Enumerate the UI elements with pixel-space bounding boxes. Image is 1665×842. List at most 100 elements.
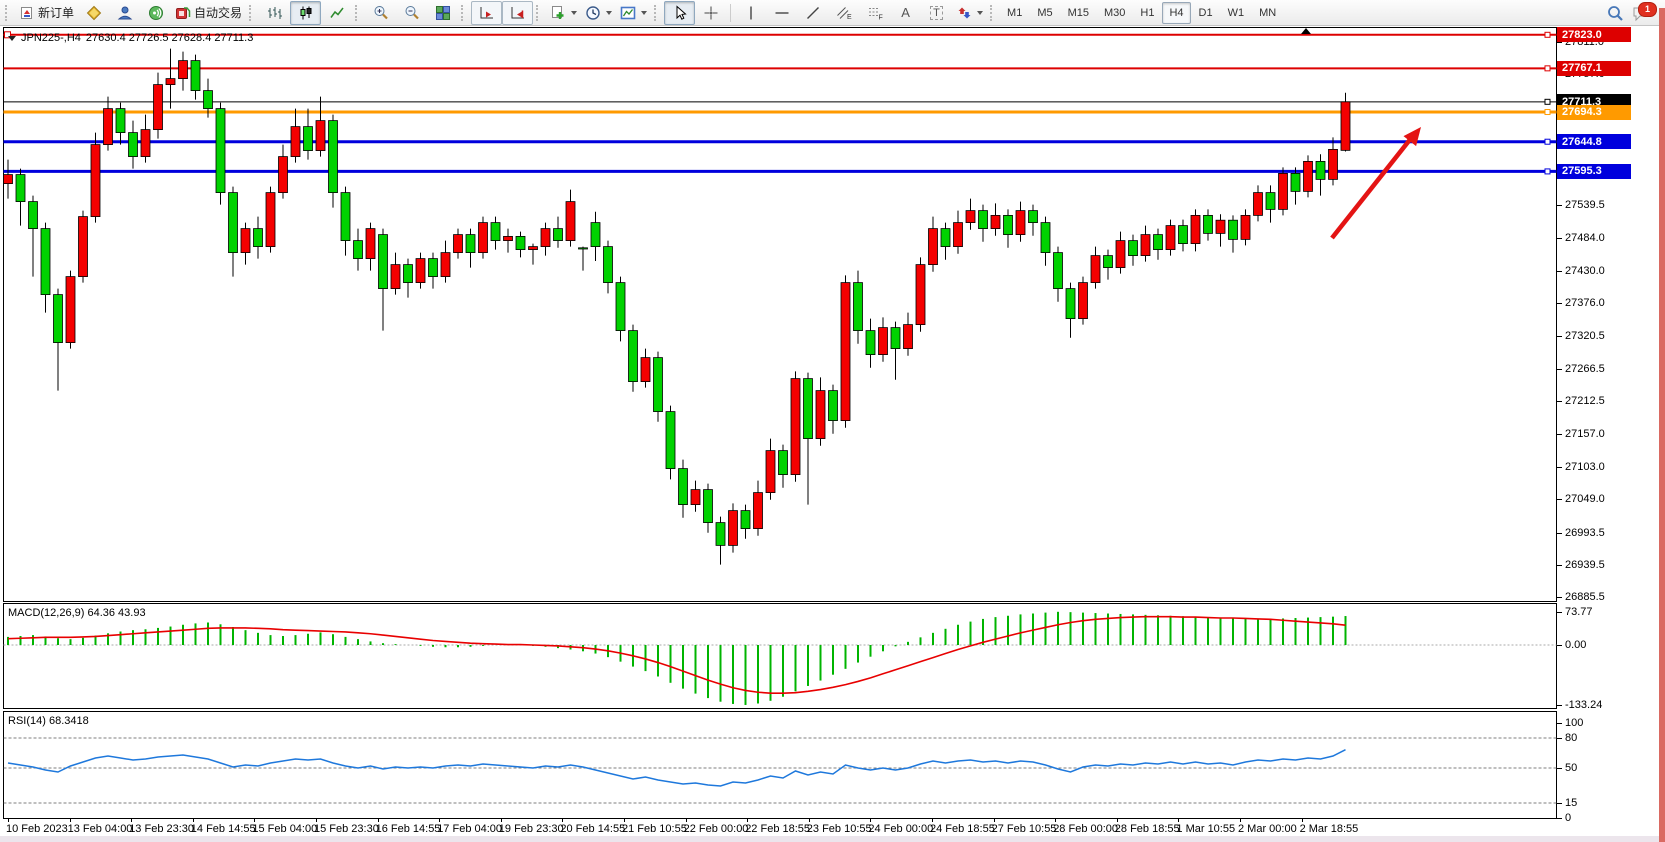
time-tick-label: 15 Feb 04:00 (252, 823, 318, 835)
window-right-edge (1659, 8, 1665, 842)
time-tick-label: 19 Feb 23:30 (498, 823, 564, 835)
tile-windows-button[interactable] (427, 1, 458, 25)
vertical-line-tool-button[interactable] (735, 1, 766, 25)
timeframe-button-M5[interactable]: M5 (1037, 6, 1053, 19)
price-tick-label: 27430.0 (1565, 264, 1605, 277)
candle-body (453, 234, 463, 254)
new-order-button[interactable]: 新订单 (15, 1, 78, 25)
candle-body (303, 126, 313, 151)
channel-tool-button[interactable]: E (828, 1, 859, 25)
profile-button[interactable] (109, 1, 140, 25)
new-chart-button[interactable] (546, 1, 581, 25)
auto-scroll-button[interactable] (471, 0, 503, 25)
time-tick (69, 819, 71, 822)
timeframe-button-M15[interactable]: M15 (1067, 6, 1089, 19)
candle-body (53, 294, 63, 344)
rsi-tick-label: 80 (1565, 732, 1578, 744)
chart-ohlc-values: 27630.4 27726.5 27628.4 27711.3 (85, 32, 254, 44)
hline-handle (1544, 31, 1551, 38)
candle-body (1215, 219, 1226, 234)
dropdown-arrow-icon (606, 10, 613, 15)
signal-button[interactable] (140, 1, 171, 25)
candle-body (1178, 225, 1188, 245)
arrows-tool-button[interactable] (952, 1, 987, 25)
time-tick-label: 24 Feb 00:00 (868, 823, 934, 835)
time-tick (1240, 819, 1241, 822)
crosshair-tool-button[interactable] (695, 1, 726, 25)
chart-line-button[interactable] (321, 1, 352, 25)
trendline-tool-button[interactable] (797, 1, 828, 25)
axis-tick (1557, 597, 1562, 599)
periods-button[interactable] (581, 1, 616, 25)
time-tick-label: 28 Feb 18:55 (1114, 823, 1180, 835)
time-tick (1178, 819, 1180, 822)
candle-body (528, 246, 538, 251)
auto-trading-label: 自动交易 (194, 6, 243, 20)
timeframe-button-H4[interactable]: H4 (1162, 1, 1191, 24)
label-tool-button[interactable]: T (921, 1, 952, 25)
candle-body (1078, 282, 1088, 320)
price-pane-border (3, 27, 1557, 602)
candle-body (265, 192, 276, 248)
candle-body (1128, 240, 1138, 257)
price-axis[interactable]: 27811.027757.027539.527484.027430.027376… (1557, 27, 1663, 824)
price-tick-label: 27539.5 (1565, 198, 1605, 211)
price-chart-pane[interactable]: JPN225-,H4 27630.4 27726.5 27628.4 27711… (3, 27, 1557, 602)
axis-tick (1557, 42, 1562, 43)
timeframe-button-MN[interactable]: MN (1259, 6, 1277, 19)
chart-shift-button[interactable] (502, 0, 534, 25)
chart-bars-button[interactable] (259, 1, 290, 25)
axis-tick (1557, 499, 1562, 501)
timeframe-button-M30[interactable]: M30 (1104, 6, 1126, 19)
axis-tick (1557, 401, 1562, 403)
time-tick-label: 20 Feb 14:55 (560, 823, 626, 835)
horizontal-line-tool-button[interactable] (766, 1, 797, 25)
candle-body (128, 132, 138, 158)
candle-body (115, 108, 126, 133)
price-tick-label: 27049.0 (1565, 493, 1605, 506)
candle-body (878, 327, 888, 356)
axis-tick (1557, 564, 1562, 566)
market-watch-button[interactable] (78, 1, 109, 25)
fibonacci-tool-button[interactable]: F (859, 1, 890, 25)
candle-body (440, 252, 451, 278)
zoom-in-button[interactable] (365, 1, 396, 25)
chart-symbol-period: JPN225-,H4 (21, 32, 81, 44)
toolbar-right-cluster: 1 (1607, 0, 1657, 26)
chart-collapse-icon[interactable] (8, 35, 16, 41)
time-tick (192, 819, 194, 822)
candle-body (978, 210, 988, 230)
zoom-out-button[interactable] (396, 1, 427, 25)
text-tool-button[interactable]: A (890, 1, 921, 25)
horizontal-line-icon (775, 11, 789, 14)
timeframe-button-W1[interactable]: W1 (1227, 6, 1245, 19)
templates-button[interactable] (616, 1, 651, 25)
candle-body (465, 234, 476, 254)
timeframe-button-H1[interactable]: H1 (1140, 6, 1155, 19)
notifications-button[interactable]: 1 (1632, 1, 1657, 22)
rsi-label: RSI(14) 68.3418 (8, 715, 89, 727)
time-axis[interactable]: 10 Feb 2023 13 Feb 04:00 13 Feb 23:30 14 Fe… (3, 819, 1557, 836)
auto-trading-button[interactable]: 自动交易 (171, 1, 246, 25)
candle-body (790, 378, 801, 476)
timeframe-button-D1[interactable]: D1 (1198, 6, 1213, 19)
time-tick (993, 819, 995, 822)
rsi-indicator-pane[interactable]: RSI(14) 68.3418 (3, 711, 1557, 819)
search-icon[interactable] (1607, 5, 1624, 22)
candle-body (365, 228, 376, 260)
chart-candles-button[interactable] (290, 0, 322, 25)
axis-tick (1557, 704, 1562, 706)
cursor-tool-button[interactable] (664, 0, 696, 25)
candle-body (1253, 192, 1263, 216)
timeframe-button-M1[interactable]: M1 (1007, 6, 1023, 19)
candle-body (190, 60, 201, 91)
macd-indicator-pane[interactable]: MACD(12,26,9) 64.36 43.93 (3, 603, 1557, 709)
candle-body (903, 324, 913, 350)
time-tick-label: 28 Feb 00:00 (1053, 823, 1119, 835)
time-tick (316, 819, 317, 822)
time-tick-label: 14 Feb 14:55 (190, 823, 256, 835)
time-tick (8, 819, 9, 822)
axis-tick (1557, 466, 1562, 468)
candle-body (315, 120, 326, 151)
trend-arrow-object (1330, 135, 1414, 240)
